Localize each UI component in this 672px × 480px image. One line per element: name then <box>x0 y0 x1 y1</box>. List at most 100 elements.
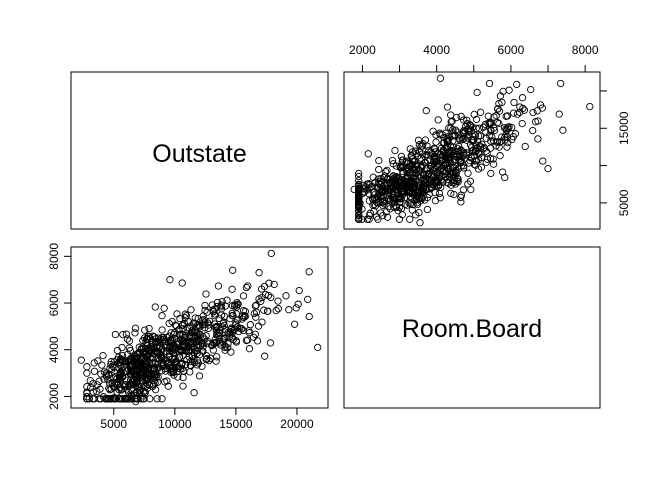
data-point <box>106 364 114 372</box>
data-point <box>457 191 466 199</box>
data-point <box>383 179 391 187</box>
data-point <box>433 179 442 187</box>
data-point <box>95 377 103 385</box>
data-point <box>225 329 233 337</box>
data-point <box>418 150 427 158</box>
data-point <box>471 157 479 165</box>
data-point <box>474 156 483 164</box>
data-point <box>495 107 504 115</box>
data-point <box>130 370 138 378</box>
data-point <box>376 192 385 201</box>
data-point <box>154 378 162 386</box>
data-point <box>125 337 134 345</box>
data-point <box>136 353 144 362</box>
data-point <box>355 211 363 220</box>
data-point <box>439 155 447 164</box>
y-tick-label-room-board: 2000 <box>47 383 61 410</box>
data-point <box>227 326 235 334</box>
data-point <box>151 386 160 394</box>
data-point <box>473 137 482 145</box>
data-point <box>365 211 374 220</box>
data-point <box>148 353 157 361</box>
data-point <box>477 163 486 171</box>
data-point <box>431 156 439 164</box>
data-point <box>513 80 521 89</box>
data-point <box>264 291 273 300</box>
data-point <box>527 85 535 94</box>
data-point <box>140 381 148 390</box>
data-point <box>453 128 461 136</box>
data-point <box>370 207 378 215</box>
data-point <box>257 285 266 293</box>
data-point <box>447 111 455 119</box>
data-point <box>362 183 370 191</box>
data-point <box>402 183 410 191</box>
data-point <box>384 188 393 197</box>
data-point <box>304 295 312 304</box>
data-point <box>382 168 390 176</box>
data-point <box>265 279 273 287</box>
data-point <box>520 106 529 114</box>
data-point <box>420 183 428 191</box>
data-point <box>432 138 440 146</box>
data-point <box>172 322 181 330</box>
data-point <box>123 335 132 343</box>
data-point <box>409 201 417 209</box>
data-point <box>202 332 210 340</box>
data-point <box>152 371 161 379</box>
data-point <box>449 163 458 171</box>
data-point <box>193 356 202 365</box>
data-point <box>505 86 513 94</box>
data-point <box>257 297 265 305</box>
data-point <box>116 369 125 377</box>
data-point <box>460 134 468 142</box>
data-point <box>496 92 505 100</box>
data-point <box>490 126 499 135</box>
data-point <box>417 154 425 162</box>
data-point <box>99 351 107 360</box>
data-point <box>77 356 85 364</box>
data-point <box>416 219 424 227</box>
data-point <box>111 330 120 339</box>
y-tick-label-room-board: 4000 <box>47 336 61 363</box>
data-point <box>158 326 166 334</box>
data-point <box>355 192 363 200</box>
data-point <box>204 324 213 333</box>
data-point <box>464 131 473 139</box>
data-point <box>486 144 495 152</box>
data-point <box>388 156 397 165</box>
data-point <box>186 347 194 355</box>
data-point <box>203 355 211 363</box>
data-point <box>159 359 167 367</box>
data-point <box>107 360 115 369</box>
data-point <box>451 126 460 134</box>
data-point <box>228 285 236 293</box>
x-tick-label-room-board-top: 8000 <box>572 43 599 57</box>
data-point <box>489 155 497 163</box>
data-point <box>503 133 512 141</box>
data-point <box>274 297 282 305</box>
data-point <box>493 118 502 127</box>
data-point <box>490 113 498 121</box>
data-point <box>191 338 199 346</box>
panel-outstate-label <box>70 71 329 230</box>
data-point <box>178 330 186 338</box>
data-point <box>411 161 419 169</box>
data-point <box>355 177 363 185</box>
x-tick-label-outstate: 5000 <box>100 417 127 431</box>
data-point <box>192 337 201 346</box>
data-point <box>97 395 105 403</box>
data-point <box>421 136 430 144</box>
data-point <box>481 120 490 129</box>
data-point <box>212 357 220 365</box>
data-point <box>186 368 194 376</box>
data-point <box>120 381 128 389</box>
data-point <box>136 390 144 398</box>
data-point <box>356 199 364 207</box>
data-point <box>136 386 145 394</box>
data-point <box>179 382 187 390</box>
data-point <box>292 304 300 312</box>
data-point <box>467 152 475 161</box>
data-point <box>199 347 207 356</box>
data-point <box>219 336 227 344</box>
